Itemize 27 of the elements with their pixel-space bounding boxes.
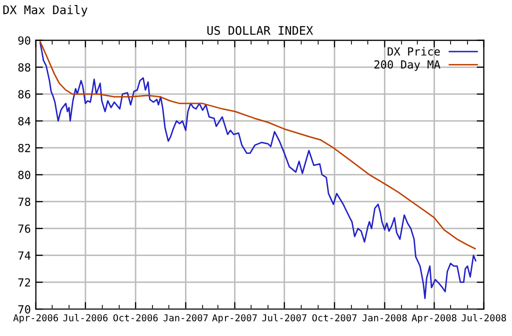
x-tick-label: Jul-2008 bbox=[462, 314, 506, 322]
y-tick-label: 72 bbox=[18, 278, 30, 286]
x-tick-label: Apr-2008 bbox=[412, 314, 456, 324]
x-tick-label: Apr-2006 bbox=[13, 314, 58, 324]
line-series bbox=[40, 42, 476, 300]
y-tick-label: 78 bbox=[18, 198, 30, 206]
y-tick-label: 90 bbox=[18, 36, 30, 45]
x-tick-label: Oct-2007 bbox=[312, 314, 357, 322]
x-tick-label: Oct-2006 bbox=[113, 314, 158, 322]
y-tick-label: 76 bbox=[18, 224, 30, 233]
y-tick-label: 86 bbox=[18, 90, 30, 98]
x-tick-label: Jul-2007 bbox=[262, 314, 306, 322]
y-tick-label: 84 bbox=[18, 116, 30, 126]
y-tick-label: 74 bbox=[18, 252, 30, 260]
line-series bbox=[40, 40, 476, 250]
y-tick-label: 80 bbox=[18, 170, 30, 180]
chart-subtitle: DX Max Daily bbox=[3, 5, 88, 17]
y-tick-label: 70 bbox=[18, 305, 30, 314]
x-tick-label: Jan-2008 bbox=[362, 314, 407, 322]
y-tick-label: 82 bbox=[18, 144, 30, 152]
y-tick-label: 88 bbox=[18, 63, 30, 72]
x-tick-label: Apr-2007 bbox=[212, 314, 257, 324]
x-tick-label: Jul-2006 bbox=[63, 314, 108, 322]
chart-title: US DOLLAR INDEX bbox=[207, 26, 314, 35]
x-tick-label: Jan-2007 bbox=[163, 314, 208, 322]
legend-label: DX Price bbox=[388, 47, 440, 56]
legend-label: 200 Day MA bbox=[374, 60, 440, 71]
